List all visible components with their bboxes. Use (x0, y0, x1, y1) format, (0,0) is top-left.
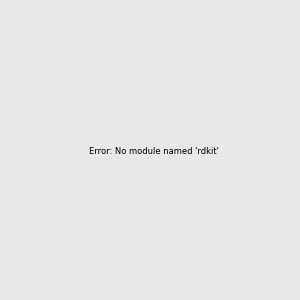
Text: Error: No module named 'rdkit': Error: No module named 'rdkit' (89, 147, 219, 156)
